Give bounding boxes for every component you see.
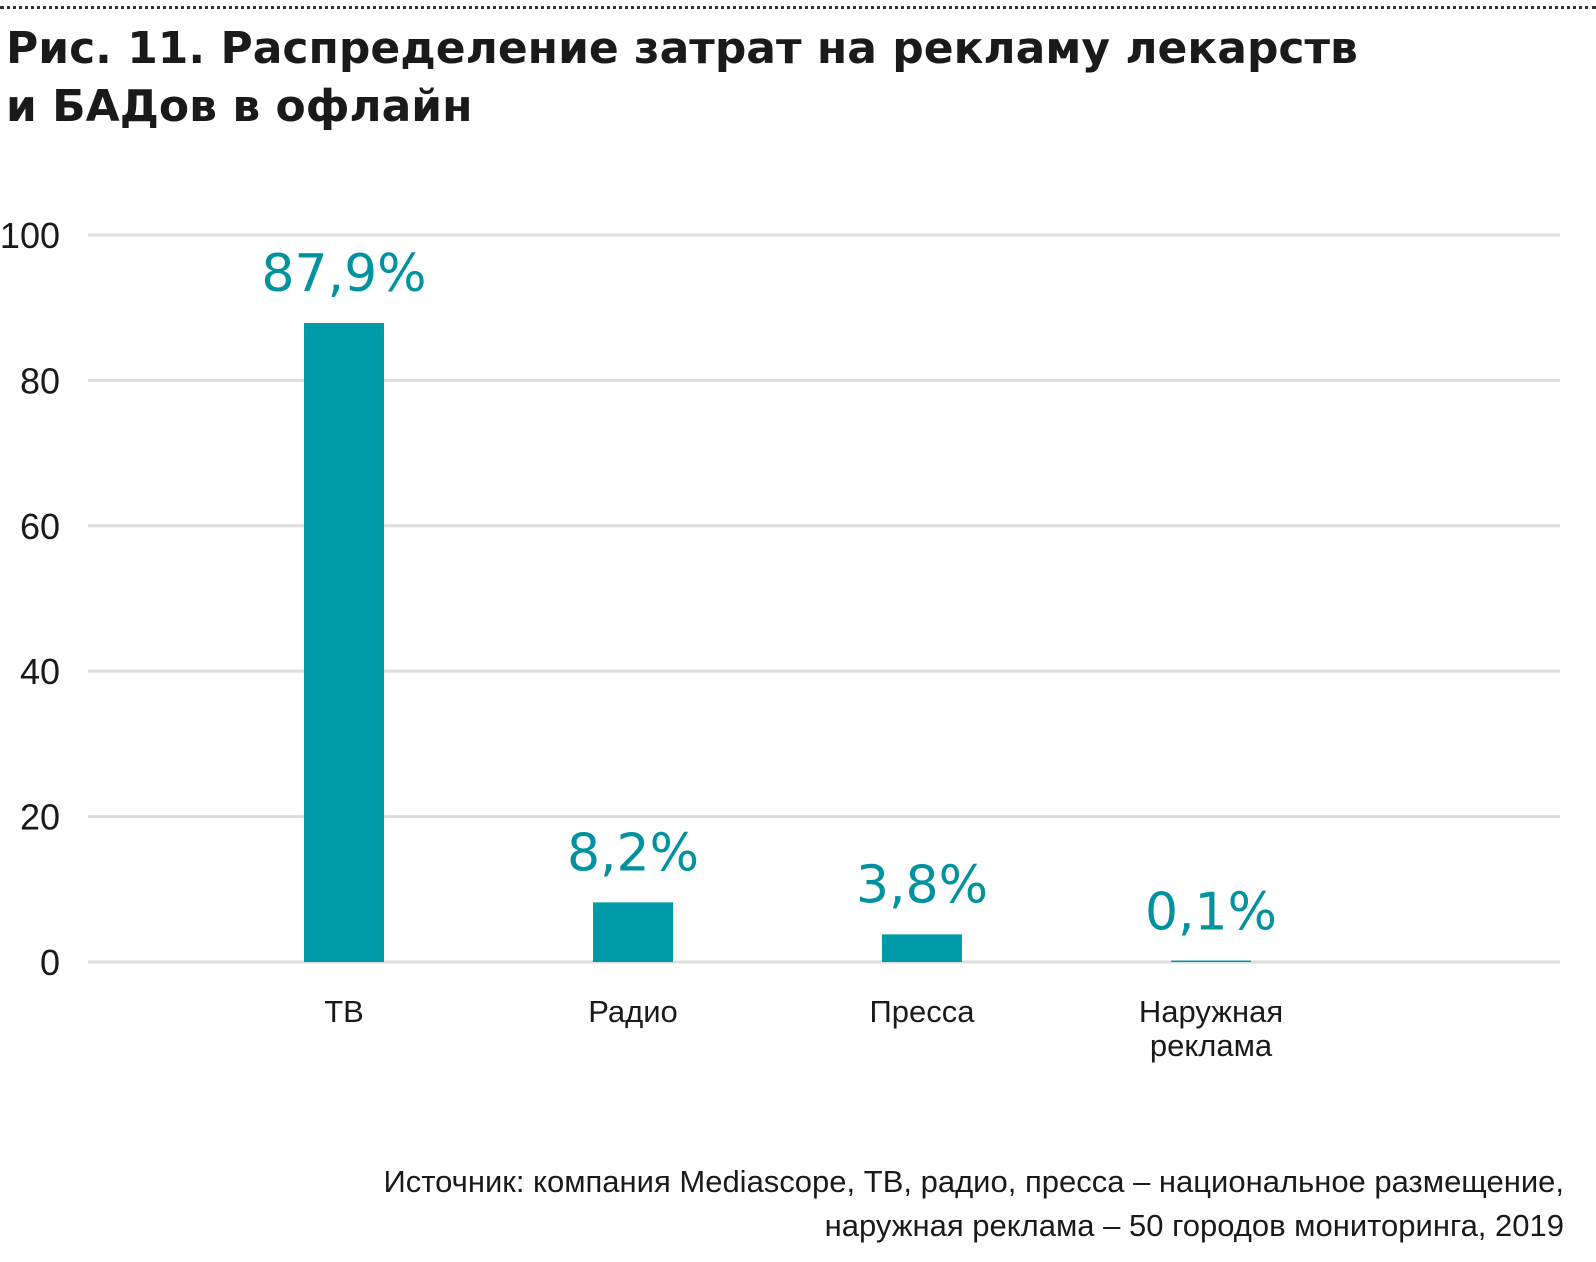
x-tick-label-2-line-1: Радио <box>588 994 678 1029</box>
x-tick-label-4-line-1: Наружная <box>1139 994 1283 1029</box>
y-tick-label-80: 80 <box>20 360 60 401</box>
y-axis-ticks: 0 20 40 60 80 100 <box>0 215 60 983</box>
x-tick-label-4-line-2: реклама <box>1150 1028 1273 1063</box>
y-tick-label-40: 40 <box>20 651 60 692</box>
y-tick-label-100: 100 <box>0 215 60 256</box>
chart-title-line-2: и БАДов в офлайн <box>6 81 473 132</box>
source-line-1: Источник: компания Mediascope, ТВ, радио… <box>383 1164 1564 1199</box>
bar-3 <box>882 934 962 962</box>
bar-1 <box>304 322 384 962</box>
x-tick-label-3-line-1: Пресса <box>869 994 975 1029</box>
bar-4 <box>1171 960 1251 962</box>
data-labels: 87,9% 8,2% 3,8% 0,1% <box>261 244 1277 942</box>
y-tick-label-0: 0 <box>40 942 60 983</box>
bars <box>304 322 1251 962</box>
data-label-1: 87,9% <box>261 244 426 304</box>
data-label-4: 0,1% <box>1145 882 1277 942</box>
y-tick-label-20: 20 <box>20 797 60 838</box>
chart-title-line-1: Рис. 11. Распределение затрат на рекламу… <box>6 23 1358 74</box>
top-dotted-rule <box>0 6 1596 9</box>
bar-chart: 0 20 40 60 80 100 87,9% 8,2% 3,8% 0,1% ТВ Радио Пр… <box>0 215 1560 1063</box>
data-label-3: 3,8% <box>856 855 988 915</box>
y-tick-label-60: 60 <box>20 506 60 547</box>
source-line-2: наружная реклама – 50 городов мониторинг… <box>824 1208 1564 1243</box>
data-label-2: 8,2% <box>567 823 699 883</box>
source-note: Источник: компания Mediascope, ТВ, радио… <box>383 1160 1564 1248</box>
bar-2 <box>593 902 673 962</box>
chart-title: Рис. 11. Распределение затрат на рекламу… <box>6 20 1566 136</box>
x-tick-label-1-line-1: ТВ <box>324 994 364 1029</box>
